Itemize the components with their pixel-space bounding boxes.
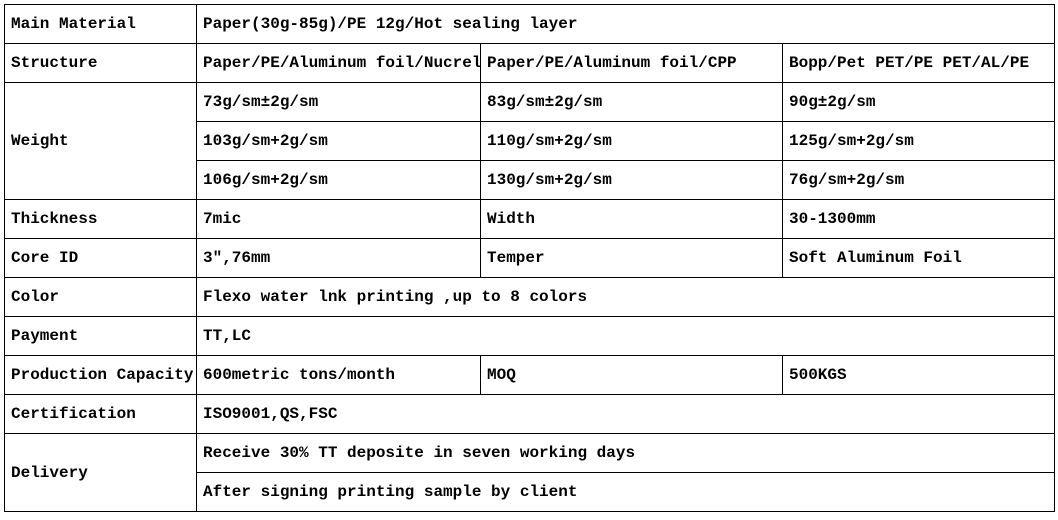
table-row: Weight 73g/sm±2g/sm 83g/sm±2g/sm 90g±2g/… [5, 83, 1055, 122]
label-core-id: Core ID [5, 239, 197, 278]
label-thickness: Thickness [5, 200, 197, 239]
value-thickness: 7mic [197, 200, 481, 239]
value-main-material: Paper(30g-85g)/PE 12g/Hot sealing layer [197, 5, 1055, 44]
value-weight-r1c3: 90g±2g/sm [783, 83, 1055, 122]
value-weight-r3c1: 106g/sm+2g/sm [197, 161, 481, 200]
value-moq: 500KGS [783, 356, 1055, 395]
table-row: Core ID 3″,76mm Temper Soft Aluminum Foi… [5, 239, 1055, 278]
value-prod-cap: 600metric tons/month [197, 356, 481, 395]
value-weight-r2c3: 125g/sm+2g/sm [783, 122, 1055, 161]
value-width: 30-1300mm [783, 200, 1055, 239]
table-row: Thickness 7mic Width 30-1300mm [5, 200, 1055, 239]
value-structure-3: Bopp/Pet PET/PE PET/AL/PE [783, 44, 1055, 83]
value-delivery-1: Receive 30% TT deposite in seven working… [197, 434, 1055, 473]
table-row: Certification ISO9001,QS,FSC [5, 395, 1055, 434]
table-row: Structure Paper/PE/Aluminum foil/Nucrel … [5, 44, 1055, 83]
label-main-material: Main Material [5, 5, 197, 44]
table-row: Color Flexo water lnk printing ,up to 8 … [5, 278, 1055, 317]
spec-table: Main Material Paper(30g-85g)/PE 12g/Hot … [4, 4, 1055, 512]
label-payment: Payment [5, 317, 197, 356]
table-row: Delivery Receive 30% TT deposite in seve… [5, 434, 1055, 473]
value-weight-r3c3: 76g/sm+2g/sm [783, 161, 1055, 200]
table-row: Production Capacity 600metric tons/month… [5, 356, 1055, 395]
value-weight-r1c1: 73g/sm±2g/sm [197, 83, 481, 122]
value-temper: Soft Aluminum Foil [783, 239, 1055, 278]
value-weight-r2c2: 110g/sm+2g/sm [481, 122, 783, 161]
value-structure-2: Paper/PE/Aluminum foil/CPP [481, 44, 783, 83]
table-row: Payment TT,LC [5, 317, 1055, 356]
value-weight-r3c2: 130g/sm+2g/sm [481, 161, 783, 200]
label-moq: MOQ [481, 356, 783, 395]
label-structure: Structure [5, 44, 197, 83]
label-color: Color [5, 278, 197, 317]
table-row: Main Material Paper(30g-85g)/PE 12g/Hot … [5, 5, 1055, 44]
label-temper: Temper [481, 239, 783, 278]
value-color: Flexo water lnk printing ,up to 8 colors [197, 278, 1055, 317]
value-weight-r1c2: 83g/sm±2g/sm [481, 83, 783, 122]
value-weight-r2c1: 103g/sm+2g/sm [197, 122, 481, 161]
label-prod-cap: Production Capacity [5, 356, 197, 395]
label-delivery: Delivery [5, 434, 197, 512]
value-cert: ISO9001,QS,FSC [197, 395, 1055, 434]
label-weight: Weight [5, 83, 197, 200]
label-width: Width [481, 200, 783, 239]
label-cert: Certification [5, 395, 197, 434]
value-core-id: 3″,76mm [197, 239, 481, 278]
value-structure-1: Paper/PE/Aluminum foil/Nucrel [197, 44, 481, 83]
value-delivery-2: After signing printing sample by client [197, 473, 1055, 512]
value-payment: TT,LC [197, 317, 1055, 356]
